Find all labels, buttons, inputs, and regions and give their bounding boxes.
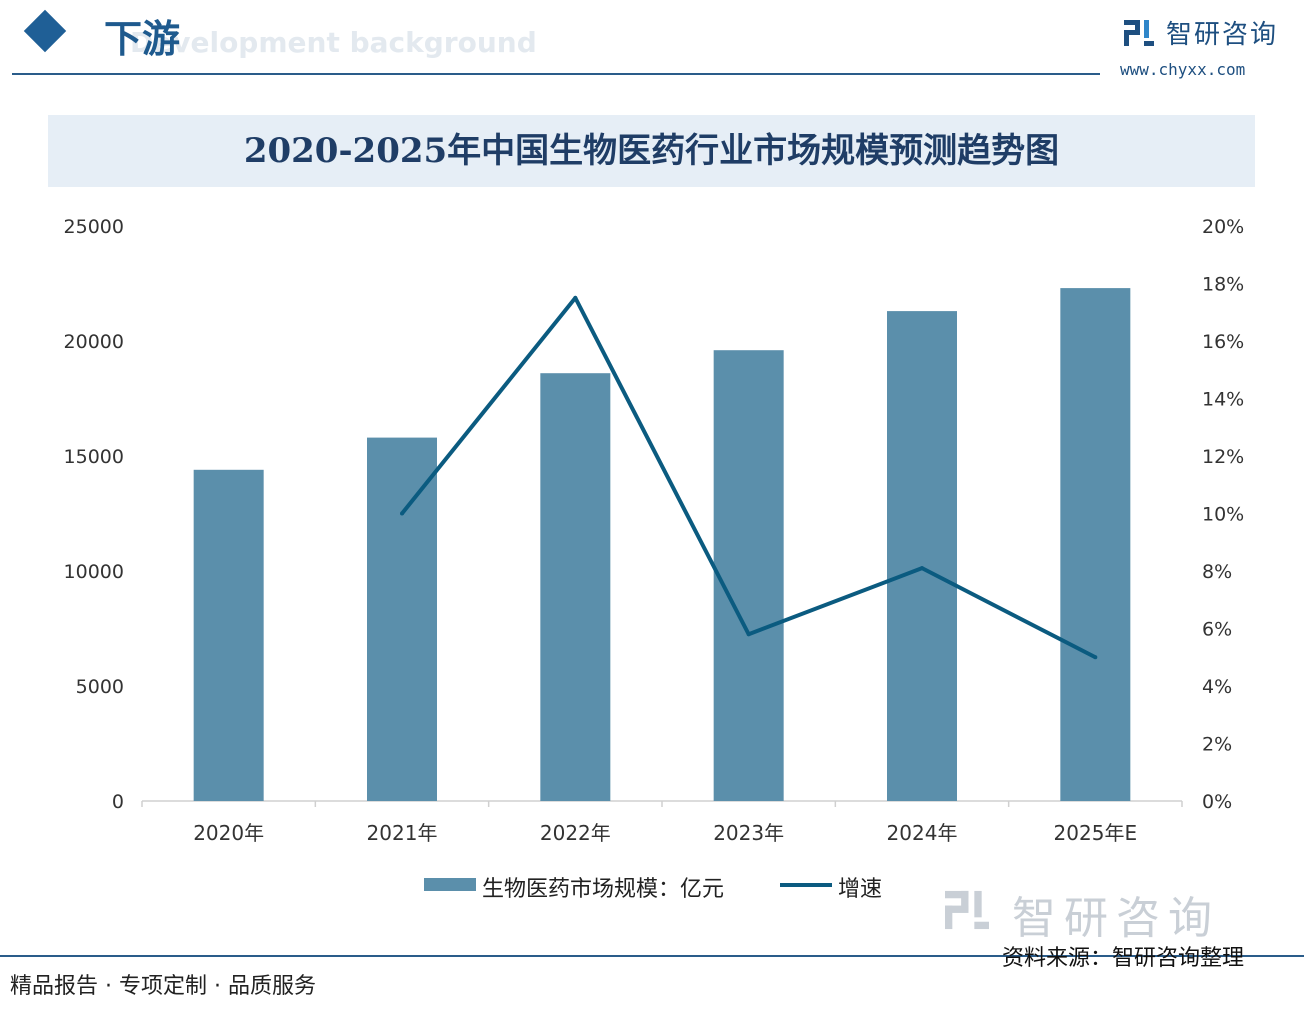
y-left-tick-label: 10000	[64, 561, 124, 583]
y-left-tick-label: 20000	[64, 331, 124, 353]
bar	[1060, 288, 1131, 802]
y-right-tick-label: 18%	[1202, 274, 1244, 296]
brand-name: 智研咨询	[1166, 20, 1279, 50]
x-tick-label: 2023年	[713, 821, 784, 845]
growth-point	[920, 566, 924, 571]
brand-url[interactable]: www.chyxx.com	[1120, 60, 1246, 79]
x-tick-label: 2024年	[887, 821, 958, 845]
section-title: 下游	[104, 16, 181, 61]
x-tick-label: 2021年	[367, 821, 438, 845]
growth-point	[400, 511, 404, 516]
watermark-logo-icon	[945, 890, 989, 930]
growth-point	[746, 632, 751, 637]
y-left-tick-label: 0	[112, 791, 124, 813]
y-right-tick-label: 10%	[1202, 504, 1244, 526]
chart-title: 2020-2025年中国生物医药行业市场规模预测趋势图	[243, 131, 1060, 171]
bar	[367, 437, 437, 801]
growth-point	[1093, 655, 1098, 660]
growth-point	[573, 295, 578, 300]
legend-line-label: 增速	[838, 877, 883, 902]
diamond-icon	[23, 9, 67, 53]
source-note: 资料来源：智研咨询整理	[1002, 946, 1245, 971]
legend-line-swatch	[780, 883, 832, 887]
bar	[193, 469, 264, 801]
y-right-tick-label: 4%	[1202, 676, 1232, 698]
combo-chart: 0 5000 10000 15000 20000 25000 0% 2% 4% 6% 8% 10% 12…	[64, 216, 1245, 845]
legend-bar-label: 生物医药市场规模：亿元	[482, 877, 725, 902]
bar	[887, 311, 957, 801]
page-header: Development background 下游 智研咨询 www.chyxx…	[0, 0, 1304, 80]
section-subtitle: Development background	[130, 26, 537, 59]
y-left-tick-label: 15000	[64, 446, 124, 468]
bar	[540, 373, 611, 801]
brand-logo-icon	[1124, 20, 1154, 46]
chart-title-band: 2020-2025年中国生物医药行业市场规模预测趋势图	[48, 115, 1255, 187]
header-divider	[12, 73, 1100, 75]
watermark-text: 智研咨询	[1012, 893, 1220, 944]
y-left-tick-label: 25000	[64, 216, 124, 238]
footer-divider	[0, 955, 1304, 957]
chart-legend: 生物医药市场规模：亿元 增速	[0, 868, 1304, 902]
bar	[713, 350, 784, 801]
y-right-tick-label: 16%	[1202, 331, 1244, 353]
legend-bar-swatch	[424, 878, 476, 891]
footer-slogan: 精品报告 · 专项定制 · 品质服务	[10, 974, 316, 999]
x-tick-label: 2020年	[193, 821, 264, 845]
y-right-tick-label: 8%	[1202, 561, 1232, 583]
y-left-tick-label: 5000	[76, 676, 124, 698]
y-right-tick-label: 6%	[1202, 619, 1232, 641]
brand-watermark: 智研咨询	[940, 886, 1270, 944]
y-right-tick-label: 2%	[1202, 734, 1232, 756]
y-right-tick-label: 20%	[1202, 216, 1244, 238]
y-right-tick-label: 0%	[1202, 791, 1232, 813]
x-tick-label: 2025年E	[1054, 821, 1138, 845]
y-right-tick-label: 14%	[1202, 389, 1244, 411]
x-tick-label: 2022年	[540, 821, 611, 845]
y-right-tick-label: 12%	[1202, 446, 1244, 468]
